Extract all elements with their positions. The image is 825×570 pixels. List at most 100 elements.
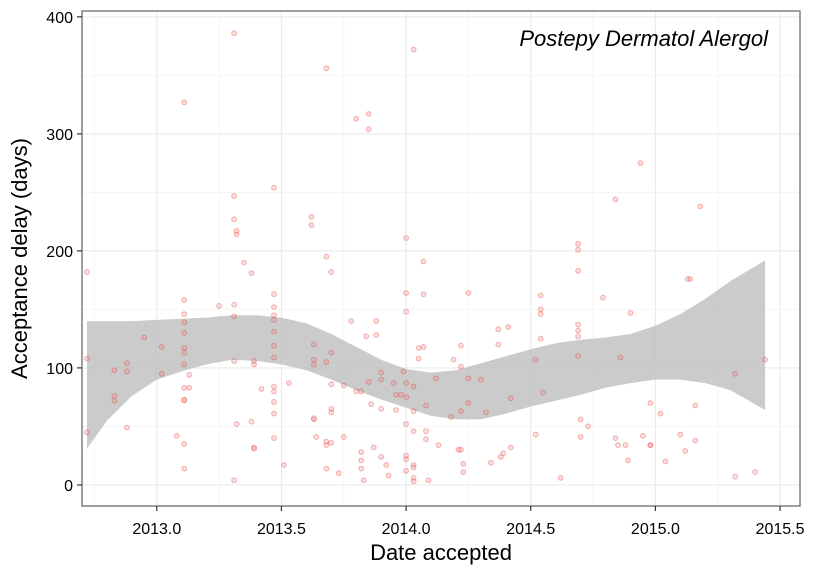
data-point [687,276,694,282]
data-point [423,436,429,443]
data-point [311,361,317,368]
data-point [537,306,544,313]
data-point [124,424,130,431]
data-point [662,458,669,465]
data-point [393,407,400,413]
data-point [575,333,581,340]
data-point [537,311,544,318]
data-point [448,414,454,421]
y-tick-label: 200 [46,244,73,261]
data-point [281,462,287,468]
data-point [488,459,494,466]
data-point [181,441,188,447]
data-point [617,354,624,361]
data-point [365,126,372,133]
data-point [537,335,544,342]
data-point [233,421,240,428]
data-point [465,400,472,406]
data-point [124,368,130,375]
data-point [368,401,375,408]
data-point [323,442,330,449]
data-point [383,462,390,468]
data-point [458,363,464,370]
data-point [323,438,330,445]
data-point [251,358,257,364]
data-point [231,193,238,199]
data-point [640,432,646,439]
data-point [84,429,90,436]
data-point [311,341,317,348]
grid-minor [82,11,800,506]
data-point [358,388,365,395]
data-point [340,434,347,440]
data-point [403,468,410,474]
data-point [84,355,90,362]
data-point [403,308,410,315]
data-point [423,402,429,409]
data-point [393,391,400,398]
data-point [483,409,489,416]
data-point [677,431,684,438]
data-point [423,428,429,435]
data-point [186,384,193,391]
data-point [241,259,247,266]
data-point [271,410,277,417]
data-point [358,449,365,456]
data-point [577,434,584,440]
data-point [612,435,619,442]
data-point [181,297,188,303]
x-axis: 2013.0 2013.5 2014.0 2014.5 2015.0 2015.5 [132,506,805,538]
x-tick-label: 2015.5 [756,521,805,538]
data-point [507,395,514,402]
data-point [410,478,417,485]
data-point [271,312,277,319]
data-point [557,475,564,481]
data-point [435,442,442,449]
data-point [403,235,410,241]
data-point [373,318,380,325]
data-point [385,472,392,479]
data-point [458,408,464,415]
data-point [271,184,277,191]
data-point [271,383,277,390]
data-point [370,444,377,451]
data-point [575,321,581,328]
data-point [271,354,277,361]
smooth-ribbon [87,260,766,449]
x-tick-label: 2013.5 [257,521,306,538]
data-point [575,267,581,274]
data-point [311,356,317,363]
data-point [363,333,370,340]
data-point [231,313,238,320]
data-point [328,349,335,356]
data-point [410,383,417,390]
data-point [410,428,417,435]
data-point [732,370,739,377]
data-point [158,344,165,350]
data-point [323,359,330,366]
data-point [403,394,410,401]
data-point [378,369,385,376]
data-point [585,423,591,430]
data-point [181,384,188,391]
data-point [353,388,360,395]
data-point [271,304,277,311]
x-tick-label: 2013.0 [132,521,181,538]
data-point [313,434,320,440]
data-point [181,465,188,472]
data-point [258,386,265,392]
data-point [251,445,257,452]
data-point [340,382,347,389]
data-point [577,416,584,423]
data-point [271,435,277,442]
data-point [181,319,188,326]
chart-title: Postepy Dermatol Alergol [519,26,769,51]
data-point [158,370,165,377]
data-point [400,368,407,375]
data-point [415,355,422,362]
data-point [752,469,758,476]
data-point [540,389,547,396]
data-point [575,353,581,360]
data-point [732,473,739,480]
